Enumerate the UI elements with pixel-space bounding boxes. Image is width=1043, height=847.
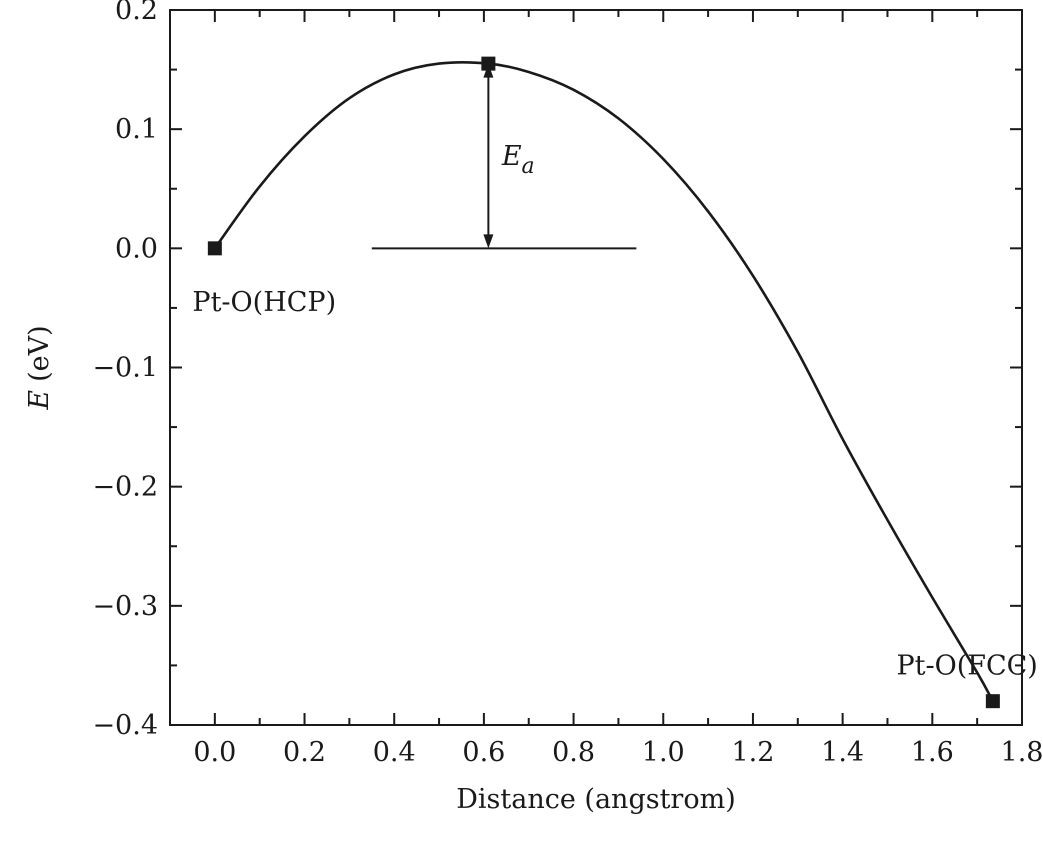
plot-frame <box>169 9 1023 726</box>
axis-ticks <box>169 9 1023 726</box>
y-axis-unit: (eV) <box>24 325 55 382</box>
x-axis-title: Distance (angstrom) <box>456 784 735 815</box>
data-point-marker <box>481 56 496 71</box>
x-tick-label: 0.6 <box>462 737 505 768</box>
x-tick-label: 0.2 <box>283 737 326 768</box>
x-tick-label: 1.4 <box>821 737 864 768</box>
x-tick-label: 1.2 <box>731 737 774 768</box>
y-axis-title: E (eV) <box>24 325 55 410</box>
y-tick-label: 0.0 <box>115 233 158 264</box>
y-tick-label: −0.3 <box>92 591 158 622</box>
y-axis-symbol: E <box>24 390 55 411</box>
state-annotation: Pt-O(HCP) <box>192 287 336 318</box>
activation-energy-label: Ea <box>501 141 535 179</box>
ea-main: E <box>501 141 522 172</box>
data-point-marker <box>207 241 222 256</box>
x-tick-label: 1.0 <box>642 737 685 768</box>
x-tick-label: 0.8 <box>552 737 595 768</box>
y-tick-label: −0.4 <box>92 710 158 741</box>
y-tick-label: −0.2 <box>92 472 158 503</box>
y-tick-label: 0.2 <box>115 0 158 26</box>
energy-curve <box>213 61 995 702</box>
arrow-head-down <box>483 234 494 249</box>
state-annotation: Pt-O(FCC) <box>896 650 1037 681</box>
y-tick-label: 0.1 <box>115 114 158 145</box>
data-point-marker <box>985 694 1000 709</box>
y-tick-label: −0.1 <box>92 353 158 384</box>
x-tick-label: 1.8 <box>1001 737 1043 768</box>
ea-subscript: a <box>522 154 535 179</box>
x-tick-label: 1.6 <box>911 737 954 768</box>
activation-energy-arrow <box>483 63 494 249</box>
annotations: Pt-O(HCP) Pt-O(FCC) <box>192 287 1037 681</box>
y-tick-labels: −0.4 −0.3 −0.2 −0.1 0.0 0.1 0.2 <box>92 0 158 741</box>
x-tick-label: 0.0 <box>193 737 236 768</box>
x-tick-label: 0.4 <box>373 737 416 768</box>
x-tick-labels: 0.0 0.2 0.4 0.6 0.8 1.0 1.2 1.4 1.6 1.8 <box>193 737 1043 768</box>
data-markers <box>207 56 1000 709</box>
